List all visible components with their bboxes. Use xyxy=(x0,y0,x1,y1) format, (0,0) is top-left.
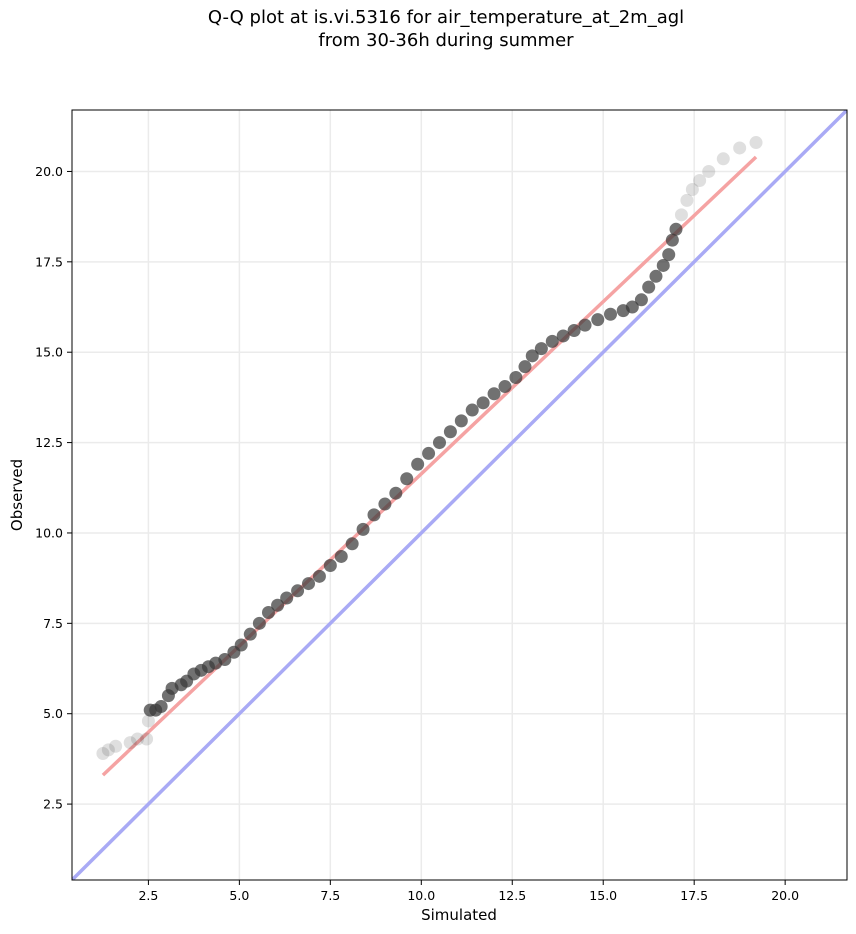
quantile-point xyxy=(534,342,548,356)
quantile-point xyxy=(378,497,392,511)
quantile-point xyxy=(291,584,305,598)
quantile-point xyxy=(518,360,532,374)
quantile-point xyxy=(130,732,144,746)
x-tick-label: 5.0 xyxy=(229,888,249,903)
quantile-point xyxy=(123,736,137,750)
quantile-point xyxy=(96,746,110,760)
quantile-point xyxy=(323,558,337,572)
quantile-point xyxy=(334,549,348,563)
quantile-point xyxy=(252,616,266,630)
x-tick-label: 10.0 xyxy=(407,888,435,903)
quantile-point xyxy=(400,472,414,486)
quantile-point xyxy=(271,598,285,612)
quantile-point xyxy=(422,446,436,460)
quantile-point xyxy=(476,396,490,410)
quantile-point xyxy=(669,222,683,236)
quantile-point xyxy=(218,652,232,666)
quantile-point xyxy=(356,522,370,536)
y-tick-label: 5.0 xyxy=(43,706,63,721)
x-tick-label: 20.0 xyxy=(771,888,799,903)
quantile-points xyxy=(96,136,763,760)
y-axis-label: Observed xyxy=(8,459,26,531)
quantile-point xyxy=(749,136,763,150)
y-axis: 2.5 5.0 7.5 10.0 12.5 15.0 17.5 20.0 xyxy=(35,164,72,812)
quantile-point xyxy=(101,743,115,757)
x-tick-label: 17.5 xyxy=(680,888,708,903)
chart-title-line2: from 30-36h during summer xyxy=(318,30,574,51)
quantile-point xyxy=(674,208,688,222)
x-axis: 2.5 5.0 7.5 10.0 12.5 15.0 17.5 20.0 xyxy=(138,880,799,903)
x-tick-label: 7.5 xyxy=(320,888,340,903)
quantile-point xyxy=(578,318,592,332)
quantile-point xyxy=(487,387,501,401)
quantile-point xyxy=(465,403,479,417)
quantile-point xyxy=(302,577,316,591)
y-tick-label: 15.0 xyxy=(35,345,63,360)
x-tick-label: 2.5 xyxy=(138,888,158,903)
y-tick-label: 17.5 xyxy=(35,254,63,269)
reference-line-group xyxy=(72,110,847,880)
quantile-point xyxy=(261,605,275,619)
chart-title-line1: Q-Q plot at is.vi.5316 for air_temperatu… xyxy=(207,7,685,28)
quantile-point xyxy=(443,425,457,439)
quantile-point xyxy=(411,457,425,471)
y-tick-label: 10.0 xyxy=(35,525,63,540)
x-axis-label: Simulated xyxy=(421,906,497,924)
grid-lines xyxy=(72,110,847,880)
quantile-point xyxy=(509,371,523,385)
quantile-point xyxy=(680,193,694,207)
quantile-point xyxy=(625,300,639,314)
quantile-point xyxy=(656,258,670,272)
reference-line xyxy=(72,110,847,880)
y-tick-label: 20.0 xyxy=(35,164,63,179)
quantile-point xyxy=(662,248,676,262)
quantile-point xyxy=(665,233,679,247)
quantile-point xyxy=(367,508,381,522)
quantile-point xyxy=(243,627,257,641)
fit-line-group xyxy=(101,155,758,777)
quantile-point xyxy=(312,569,326,583)
y-tick-label: 7.5 xyxy=(43,616,63,631)
quantile-point xyxy=(234,638,248,652)
quantile-point xyxy=(280,591,294,605)
x-tick-label: 15.0 xyxy=(589,888,617,903)
quantile-point xyxy=(141,714,155,728)
quantile-point xyxy=(603,307,617,321)
x-tick-label: 12.5 xyxy=(498,888,526,903)
quantile-point xyxy=(716,152,730,166)
quantile-point xyxy=(109,739,123,753)
quantile-point xyxy=(556,329,570,343)
quantile-point xyxy=(685,183,699,197)
fit-line xyxy=(101,155,758,777)
quantile-point xyxy=(140,732,154,746)
quantile-point xyxy=(591,313,605,327)
quantile-point xyxy=(545,334,559,348)
y-tick-label: 12.5 xyxy=(35,435,63,450)
plot-frame xyxy=(71,109,848,881)
quantile-point xyxy=(634,293,648,307)
quantile-point xyxy=(733,141,747,155)
quantile-point xyxy=(525,349,539,363)
quantile-point xyxy=(567,324,581,338)
quantile-point xyxy=(154,699,168,713)
quantile-point xyxy=(642,280,656,294)
chart-title: Q-Q plot at is.vi.5316 for air_temperatu… xyxy=(0,6,856,52)
quantile-point xyxy=(702,164,716,178)
y-tick-label: 2.5 xyxy=(43,797,63,812)
quantile-point xyxy=(345,537,359,551)
quantile-point xyxy=(498,380,512,394)
quantile-point xyxy=(454,414,468,428)
quantile-point xyxy=(432,436,446,450)
quantile-point xyxy=(389,486,403,500)
quantile-point xyxy=(693,173,707,187)
quantile-point xyxy=(649,269,663,283)
